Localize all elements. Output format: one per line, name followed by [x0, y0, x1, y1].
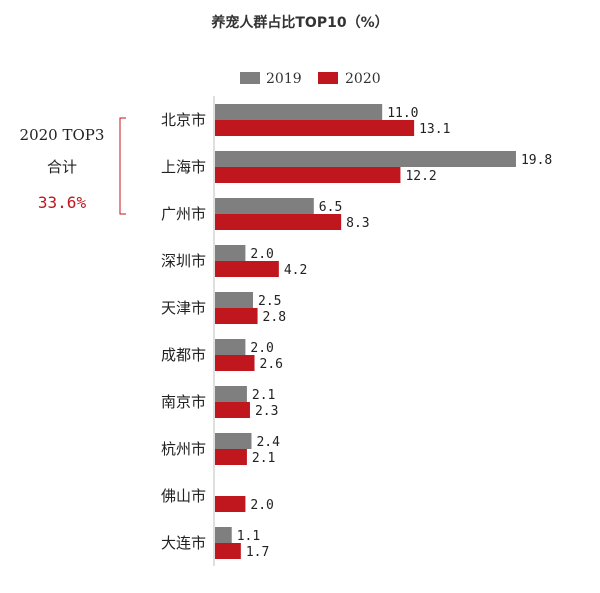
value-label-2019: 2.4 — [256, 435, 280, 450]
value-label-2019: 1.1 — [237, 529, 260, 544]
legend-swatch-2019 — [240, 72, 260, 84]
value-label-2020: 2.0 — [250, 498, 273, 513]
bar-2019 — [215, 339, 246, 355]
category-label: 北京市 — [161, 111, 206, 129]
category-label: 大连市 — [161, 534, 206, 552]
top3-annotation: 2020 TOP3 合计 33.6% — [20, 117, 126, 215]
category-label: 天津市 — [161, 299, 206, 317]
bar-2020 — [215, 402, 250, 418]
bar-2019 — [215, 433, 252, 449]
legend-label-2019: 2019 — [266, 71, 302, 87]
annotation-line1: 2020 TOP3 — [20, 126, 105, 144]
value-label-2019: 2.5 — [258, 294, 281, 309]
value-label-2020: 2.3 — [255, 404, 278, 419]
value-label-2019: 2.0 — [250, 341, 273, 356]
value-label-2019: 11.0 — [387, 106, 418, 121]
bar-2020 — [215, 167, 401, 183]
value-label-2020: 4.2 — [284, 263, 307, 278]
category-label: 广州市 — [161, 205, 206, 223]
bar-2019 — [215, 198, 314, 214]
bar-2020 — [215, 308, 258, 324]
annotation-value: 33.6% — [38, 193, 87, 212]
category-label: 上海市 — [161, 158, 206, 176]
legend-label-2020: 2020 — [345, 71, 381, 87]
value-label-2019: 6.5 — [319, 200, 342, 215]
bars-layer: 北京市 11.013.1 上海市 19.8 12.2 广州市 6.5 8.3 深圳市 2.0 4.2… — [161, 104, 552, 560]
category-label: 成都市 — [161, 346, 206, 364]
value-label-2019: 19.8 — [521, 153, 552, 168]
bar-2019 — [215, 151, 516, 167]
bar-2019 — [215, 386, 247, 402]
value-label-2020: 2.1 — [252, 451, 275, 466]
annotation-line2: 合计 — [47, 158, 77, 176]
category-label: 南京市 — [161, 393, 206, 411]
bar-2019 — [215, 104, 383, 120]
bar-2020 — [215, 355, 255, 371]
value-label-2020: 2.8 — [263, 310, 286, 325]
chart-title: 养宠人群占比TOP10（%） — [210, 14, 388, 31]
value-label-2020: 13.1 — [419, 122, 450, 137]
bar-2020 — [215, 449, 247, 465]
bar-2019 — [215, 245, 246, 261]
category-label: 佛山市 — [161, 487, 206, 505]
bar-2020 — [215, 214, 342, 230]
value-label-2020: 8.3 — [346, 216, 369, 231]
annotation-bracket — [119, 117, 126, 215]
bar-2020 — [215, 120, 415, 136]
bar-2020 — [215, 543, 241, 559]
value-label-2019: 2.0 — [250, 247, 273, 262]
bar-2019 — [215, 292, 253, 308]
legend-swatch-2020 — [318, 72, 338, 84]
value-label-2020: 1.7 — [246, 545, 269, 560]
legend: 2019 2020 — [240, 71, 381, 87]
bar-2020 — [215, 261, 279, 277]
value-label-2020: 2.6 — [260, 357, 283, 372]
bar-2020 — [215, 496, 246, 512]
bar-2019 — [215, 527, 232, 543]
value-label-2019: 2.1 — [252, 388, 275, 403]
category-label: 深圳市 — [161, 252, 206, 270]
value-label-2020: 12.2 — [405, 169, 436, 184]
category-label: 杭州市 — [161, 440, 206, 458]
